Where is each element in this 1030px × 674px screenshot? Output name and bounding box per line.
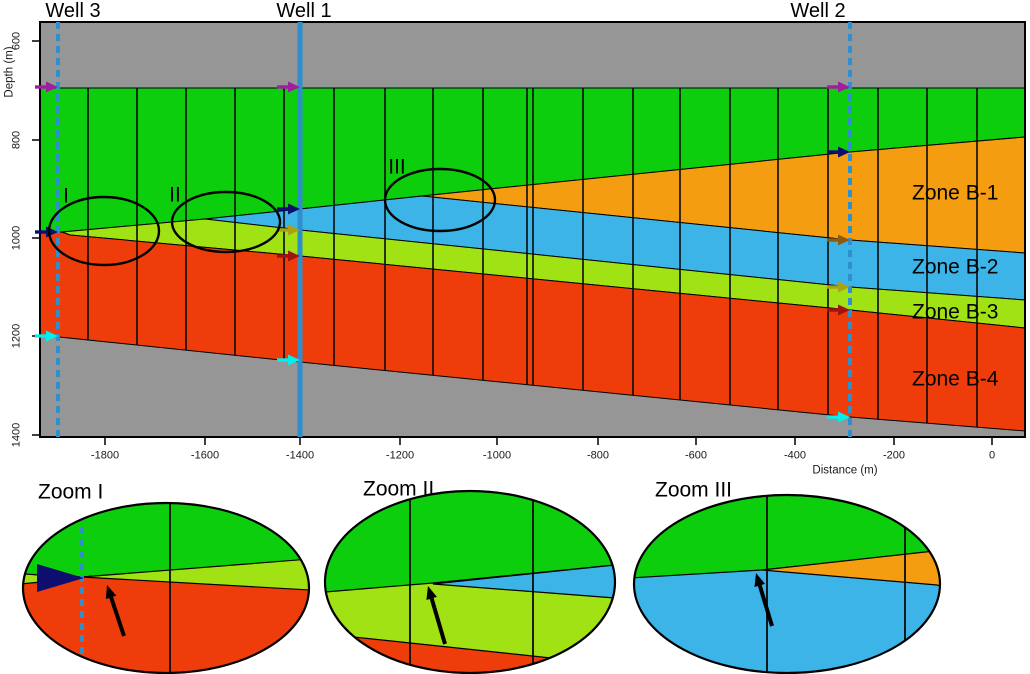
horizon-marker-arrow-olive xyxy=(838,281,850,293)
distance-tick-label--1000: -1000 xyxy=(482,449,512,462)
horizon-marker-arrow-brown xyxy=(838,234,850,246)
plot-frame xyxy=(39,21,1026,438)
distance-tick-label--200: -200 xyxy=(882,449,906,462)
well-label-well-3: Well 3 xyxy=(45,0,101,22)
ellipse-numeral-III: III xyxy=(388,155,406,179)
distance-tick-label--1400: -1400 xyxy=(285,449,315,462)
horizon-marker-arrow-cyan xyxy=(838,411,850,423)
ellipse-numeral-I: I xyxy=(63,184,69,208)
zoom-inset-III-outline xyxy=(632,493,942,674)
zoom-inset-III-layer-orange xyxy=(761,549,940,588)
depth-tick-label-1200: 1200 xyxy=(10,323,23,349)
horizon-marker-arrow-magenta xyxy=(838,81,850,93)
distance-tick-label-0: 0 xyxy=(988,449,996,462)
distance-tick-label--1600: -1600 xyxy=(190,449,220,462)
zoom-inset-I-layer-chartreuse xyxy=(81,557,309,593)
distance-axis-title: Distance (m) xyxy=(812,464,878,477)
distance-tick-label--1800: -1800 xyxy=(90,449,120,462)
big-marker-arrow xyxy=(37,564,84,592)
ellipse-numeral-II: II xyxy=(169,183,181,207)
highlight-ellipse-II xyxy=(170,190,282,254)
annotation-arrowhead xyxy=(754,573,766,588)
annotation-arrowhead xyxy=(105,585,117,600)
distance-tick-label--800: -800 xyxy=(586,449,610,462)
annotation-arrow xyxy=(757,584,774,627)
zone-label-zone-b-1: Zone B-1 xyxy=(912,181,999,205)
horizon-marker-arrow-navy xyxy=(288,203,300,215)
horizon-marker-arrow-olive xyxy=(288,224,300,236)
distance-tick-label--600: -600 xyxy=(684,449,708,462)
inset-title-zoom-iii: Zoom III xyxy=(655,478,733,502)
horizon-marker-arrow-magenta xyxy=(288,81,300,93)
depth-tick-label-600: 600 xyxy=(10,31,23,51)
horizon-marker-arrow-navy xyxy=(838,146,850,158)
horizon-marker-arrow-magenta xyxy=(46,81,58,93)
zone-label-zone-b-4: Zone B-4 xyxy=(912,367,999,391)
distance-tick-label--400: -400 xyxy=(783,449,807,462)
zoom-inset-I-outline xyxy=(21,501,311,674)
horizon-marker-arrow-darkred xyxy=(288,250,300,262)
well-label-well-2: Well 2 xyxy=(790,0,846,22)
zone-label-zone-b-2: Zone B-2 xyxy=(912,255,999,279)
inset-title-zoom-ii: Zoom II xyxy=(363,477,435,501)
inset-title-zoom-i: Zoom I xyxy=(38,480,104,504)
highlight-ellipse-I xyxy=(47,195,161,267)
zoom-inset-III xyxy=(634,495,940,673)
zoom-inset-I xyxy=(23,503,309,673)
depth-tick-label-800: 800 xyxy=(10,130,23,150)
depth-tick-label-1400: 1400 xyxy=(10,422,23,448)
depth-axis-title: Depth (m) xyxy=(3,46,16,98)
highlight-ellipse-III xyxy=(383,167,497,233)
annotation-arrow xyxy=(429,597,447,645)
distance-tick-label--1200: -1200 xyxy=(385,449,415,462)
zoom-insets-panel xyxy=(21,489,942,674)
annotation-arrowhead xyxy=(426,586,437,601)
horizon-marker-arrow-cyan xyxy=(46,330,58,342)
zoom-inset-II xyxy=(325,491,615,673)
annotation-arrow xyxy=(109,596,126,637)
zoom-inset-II-outline xyxy=(323,489,617,674)
depth-tick-label-1000: 1000 xyxy=(10,225,23,251)
well-label-well-1: Well 1 xyxy=(276,0,332,22)
horizon-marker-arrow-darkred xyxy=(838,304,850,316)
zone-label-zone-b-3: Zone B-3 xyxy=(912,300,999,324)
zoom-inset-II-layer-blue xyxy=(432,562,615,601)
horizon-marker-arrow-cyan xyxy=(288,354,300,366)
cross-section-plot xyxy=(32,21,1026,445)
